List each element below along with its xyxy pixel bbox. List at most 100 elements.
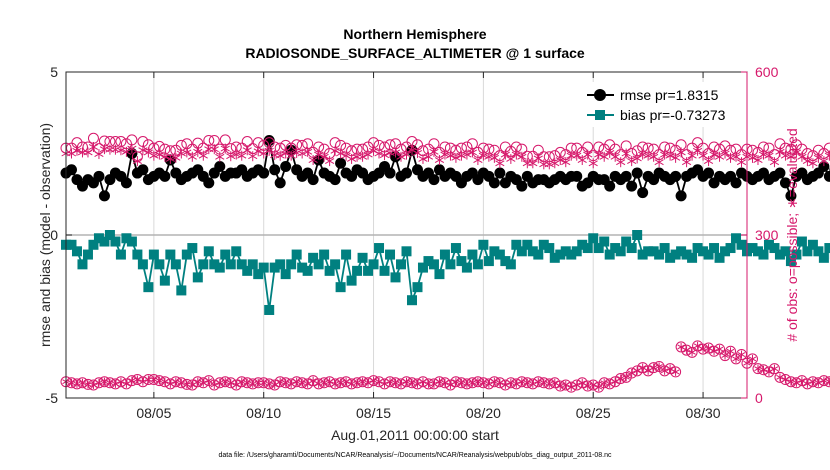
evaluated-point — [775, 146, 785, 157]
bias-counts-evaluated-point — [287, 379, 295, 388]
rmse-point — [274, 177, 286, 189]
bias-point — [297, 262, 308, 273]
evaluated-point — [489, 152, 499, 163]
bias-point — [313, 259, 324, 270]
bias-counts-evaluated-point — [732, 354, 740, 363]
bias_counts_possible-point — [730, 353, 742, 365]
bias-point — [791, 249, 802, 260]
x-tick-label: 08/30 — [686, 405, 721, 421]
evaluated-point — [610, 151, 620, 162]
evaluated-point — [495, 158, 505, 169]
bias-point — [494, 249, 505, 260]
evaluated-point — [253, 146, 263, 157]
bias-counts-evaluated-point — [172, 377, 180, 386]
bias-point — [286, 259, 297, 270]
bias-counts-evaluated-point — [73, 379, 81, 388]
y-axis-label: rmse and bias (model - observation) — [37, 123, 53, 347]
evaluated-point — [231, 149, 241, 160]
bias-counts-evaluated-point — [276, 377, 284, 386]
bias-point — [604, 249, 615, 260]
bias-counts-evaluated-point — [699, 345, 707, 354]
bias-point — [599, 236, 610, 247]
bias-counts-evaluated-point — [364, 378, 372, 387]
bias-point — [763, 239, 774, 250]
evaluated-point — [160, 151, 170, 162]
bias-point — [66, 239, 77, 250]
evaluated-point — [363, 149, 373, 160]
y2-tick-label: 600 — [755, 64, 779, 80]
evaluated-point — [802, 156, 813, 167]
bias-point — [637, 249, 648, 260]
rmse-point — [120, 177, 132, 189]
evaluated-point — [248, 151, 258, 162]
bias-point — [566, 249, 577, 260]
bias-point — [159, 275, 170, 286]
evaluated-point — [116, 145, 126, 156]
bias-point — [396, 259, 407, 270]
bias-point — [77, 259, 88, 270]
bias-point — [187, 243, 198, 254]
evaluated-point — [220, 143, 230, 154]
evaluated-point — [374, 148, 384, 159]
bias-point — [176, 285, 187, 296]
evaluated-point — [83, 147, 93, 158]
bias-counts-evaluated-point — [507, 378, 515, 387]
bias-point — [500, 256, 511, 267]
bias-point — [483, 256, 494, 267]
rmse-line — [65, 140, 830, 200]
bias-point — [385, 249, 396, 260]
bias-counts-evaluated-point — [781, 375, 790, 384]
bias-counts-evaluated-point — [248, 379, 257, 388]
bias-point — [818, 252, 829, 263]
evaluated-point — [335, 148, 346, 159]
evaluated-point — [165, 153, 175, 164]
bias-point — [352, 265, 363, 276]
bias-counts-evaluated-point — [210, 380, 219, 389]
bias-point — [747, 243, 758, 254]
evaluated-point — [357, 151, 368, 162]
evaluated-point — [176, 148, 186, 159]
evaluated-point — [303, 146, 313, 157]
bias-counts-evaluated-point — [512, 379, 521, 388]
bias-point — [549, 252, 560, 263]
rmse-point — [137, 164, 149, 176]
bias-point — [302, 265, 313, 276]
rmse-point — [516, 180, 528, 192]
evaluated-point — [786, 151, 796, 162]
evaluated-point — [423, 151, 434, 162]
evaluated-point — [193, 146, 203, 157]
bias-counts-evaluated-point — [336, 378, 345, 387]
rmse-point — [703, 167, 715, 179]
rmse-point — [631, 167, 643, 179]
evaluated-point — [478, 150, 488, 161]
bias-counts-evaluated-point — [584, 382, 592, 391]
rmse-point — [285, 144, 297, 156]
bias-point — [544, 243, 555, 254]
y-tick-label: -5 — [46, 390, 59, 406]
rmse-point — [730, 177, 742, 189]
bias-counts-evaluated-point — [292, 377, 301, 386]
bias-point — [796, 236, 807, 247]
bias-counts-evaluated-point — [117, 377, 125, 386]
bias-counts-evaluated-point — [463, 379, 471, 388]
rmse-point — [675, 190, 687, 202]
evaluated-point — [88, 141, 99, 152]
evaluated-point — [753, 155, 763, 166]
evaluated-point — [583, 149, 593, 160]
rmse-point — [779, 177, 791, 189]
legend: rmse pr=1.8315 bias pr=-0.73273 — [583, 82, 738, 127]
bias-counts-evaluated-point — [803, 379, 812, 388]
rmse-point — [313, 154, 325, 166]
bias-counts-evaluated-point — [314, 379, 323, 388]
evaluated-point — [555, 155, 565, 166]
bias-point — [406, 295, 417, 306]
bias-counts-evaluated-point — [523, 378, 532, 387]
evaluated-point — [319, 151, 329, 162]
evaluated-point — [671, 152, 681, 163]
evaluated-point — [506, 153, 516, 164]
data-file-footnote: data file: /Users/gharamti/Documents/NCA… — [218, 452, 612, 459]
rmse-point — [269, 164, 281, 176]
bias-point — [643, 246, 654, 257]
bias-counts-evaluated-point — [638, 363, 647, 372]
y2-tick-label: 300 — [755, 227, 779, 243]
